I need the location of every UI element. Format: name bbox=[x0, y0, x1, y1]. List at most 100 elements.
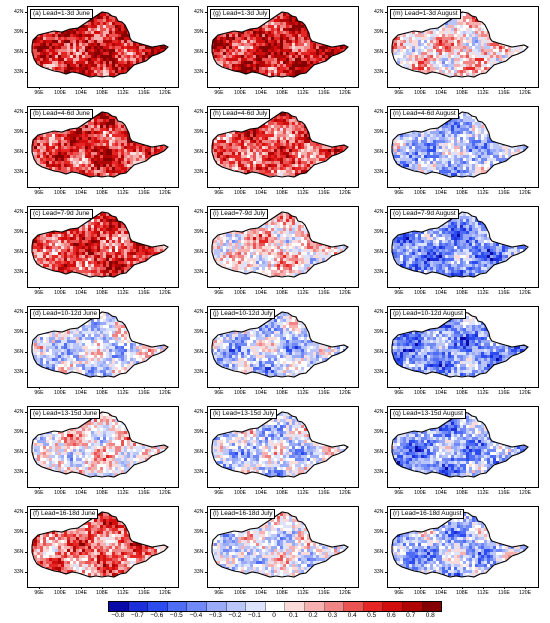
lon-tick-label: 96E bbox=[214, 490, 223, 496]
lon-tick bbox=[483, 387, 484, 389]
lat-tick bbox=[385, 52, 387, 53]
lat-tick bbox=[205, 172, 207, 173]
map-panel: (p) Lead=10-12d August bbox=[387, 306, 539, 388]
lon-tick bbox=[420, 587, 421, 589]
lon-tick bbox=[144, 487, 145, 489]
lon-tick bbox=[102, 187, 103, 189]
colorbar-swatch bbox=[265, 602, 286, 611]
lat-tick-label: 42N bbox=[374, 9, 384, 15]
lon-tick-label: 108E bbox=[96, 490, 108, 496]
lat-tick bbox=[25, 72, 27, 73]
lon-tick bbox=[81, 387, 82, 389]
lon-tick-label: 116E bbox=[318, 490, 330, 496]
lon-tick bbox=[441, 387, 442, 389]
lat-tick-label: 39N bbox=[194, 429, 204, 435]
lat-tick-label: 39N bbox=[374, 129, 384, 135]
lon-tick bbox=[144, 587, 145, 589]
lon-tick bbox=[462, 387, 463, 389]
lon-tick-label: 120E bbox=[339, 490, 351, 496]
lat-tick-label: 42N bbox=[374, 109, 384, 115]
lon-tick-label: 96E bbox=[214, 390, 223, 396]
lat-tick-label: 33N bbox=[374, 69, 384, 75]
map-panel: (g) Lead=1-3d July bbox=[207, 6, 359, 88]
lat-tick-label: 33N bbox=[14, 69, 24, 75]
lat-tick bbox=[205, 212, 207, 213]
lon-tick-label: 108E bbox=[96, 90, 108, 96]
map-panel: (n) Lead=4-6d August bbox=[387, 106, 539, 188]
lon-tick bbox=[525, 87, 526, 89]
lon-tick bbox=[261, 87, 262, 89]
lon-tick-label: 112E bbox=[117, 190, 129, 196]
lat-tick bbox=[385, 412, 387, 413]
lon-tick-label: 96E bbox=[214, 190, 223, 196]
panel-label: (c) Lead=7-9d June bbox=[30, 209, 93, 219]
colorbar-swatch bbox=[422, 602, 442, 611]
lon-tick-label: 100E bbox=[54, 490, 66, 496]
panel-label: (i) Lead=7-9d July bbox=[210, 209, 269, 219]
lon-tick-label: 116E bbox=[498, 190, 510, 196]
correlation-field bbox=[392, 312, 528, 377]
lon-tick-label: 116E bbox=[138, 90, 150, 96]
lon-tick bbox=[420, 87, 421, 89]
basin-map bbox=[211, 111, 349, 178]
lon-tick-label: 96E bbox=[394, 290, 403, 296]
correlation-field bbox=[212, 112, 348, 177]
correlation-field bbox=[212, 12, 348, 77]
colorbar-label: 0 bbox=[272, 612, 276, 619]
lon-tick bbox=[60, 487, 61, 489]
lon-tick bbox=[462, 587, 463, 589]
lon-tick-label: 112E bbox=[297, 490, 309, 496]
lon-tick-label: 116E bbox=[318, 290, 330, 296]
lat-tick bbox=[25, 572, 27, 573]
lon-tick-label: 108E bbox=[276, 490, 288, 496]
lon-tick bbox=[165, 487, 166, 489]
colorbar-swatch bbox=[285, 602, 305, 611]
panel-label: (b) Lead=4-6d June bbox=[30, 109, 93, 119]
basin-map bbox=[31, 211, 169, 278]
lat-tick-label: 42N bbox=[194, 409, 204, 415]
panel-label: (f) Lead=16-18d June bbox=[30, 509, 99, 519]
lon-tick-label: 104E bbox=[435, 290, 447, 296]
lat-tick bbox=[385, 112, 387, 113]
lon-tick bbox=[462, 87, 463, 89]
panel-label: (m) Lead=1-3d August bbox=[390, 9, 461, 19]
map-panel: (f) Lead=16-18d June bbox=[27, 506, 179, 588]
lat-tick-label: 36N bbox=[374, 549, 384, 555]
lat-tick-label: 36N bbox=[14, 149, 24, 155]
lon-tick-label: 96E bbox=[34, 190, 43, 196]
lon-tick bbox=[165, 187, 166, 189]
lon-tick-label: 116E bbox=[138, 490, 150, 496]
lon-tick bbox=[282, 187, 283, 189]
lon-tick bbox=[240, 187, 241, 189]
lat-tick bbox=[25, 212, 27, 213]
lon-tick-label: 120E bbox=[159, 90, 171, 96]
lon-tick bbox=[60, 287, 61, 289]
lon-tick bbox=[303, 487, 304, 489]
lon-tick bbox=[123, 87, 124, 89]
lat-tick bbox=[385, 272, 387, 273]
lat-tick bbox=[205, 32, 207, 33]
correlation-field bbox=[32, 412, 168, 477]
lon-tick bbox=[39, 87, 40, 89]
lat-tick-label: 36N bbox=[14, 349, 24, 355]
basin-map bbox=[391, 11, 529, 78]
lat-tick bbox=[205, 232, 207, 233]
lat-tick bbox=[205, 332, 207, 333]
lat-tick bbox=[25, 472, 27, 473]
lat-tick-label: 42N bbox=[14, 509, 24, 515]
lon-tick-label: 100E bbox=[234, 390, 246, 396]
basin-map bbox=[31, 411, 169, 478]
map-panel: (l) Lead=16-18d July bbox=[207, 506, 359, 588]
lon-tick-label: 108E bbox=[456, 490, 468, 496]
map-panel: (o) Lead=7-9d August bbox=[387, 206, 539, 288]
basin-boundary bbox=[31, 211, 169, 278]
lat-tick-label: 39N bbox=[194, 129, 204, 135]
lon-tick bbox=[165, 587, 166, 589]
lat-tick-label: 36N bbox=[194, 349, 204, 355]
lon-tick bbox=[282, 387, 283, 389]
lon-tick-label: 120E bbox=[519, 390, 531, 396]
lon-tick bbox=[282, 587, 283, 589]
lon-tick bbox=[39, 487, 40, 489]
lon-tick-label: 120E bbox=[159, 290, 171, 296]
lat-tick-label: 42N bbox=[374, 309, 384, 315]
